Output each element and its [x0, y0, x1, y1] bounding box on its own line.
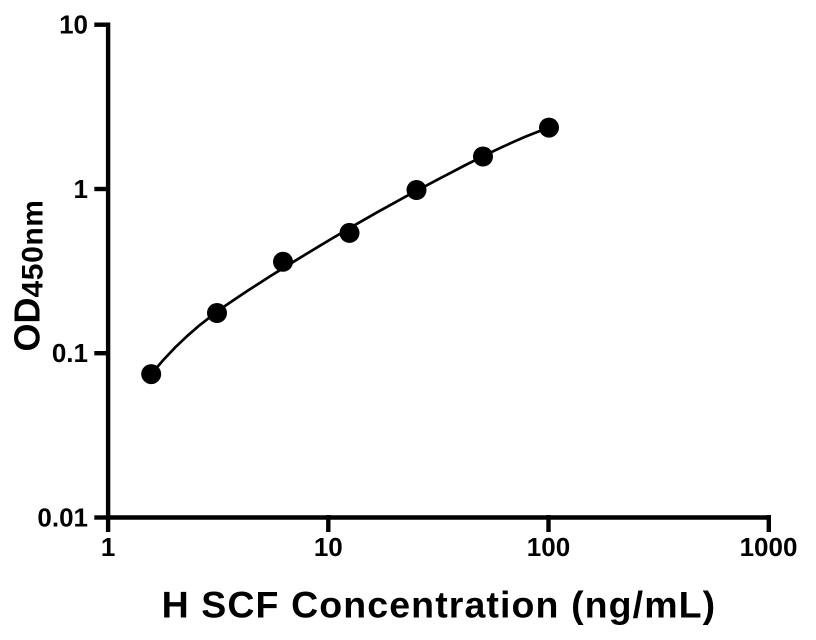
svg-text:0.01: 0.01	[37, 503, 88, 533]
svg-text:1000: 1000	[740, 532, 798, 562]
svg-text:H SCF Concentration (ng/mL): H SCF Concentration (ng/mL)	[162, 584, 717, 626]
svg-text:OD: OD	[6, 298, 47, 352]
svg-text:1: 1	[74, 174, 88, 204]
svg-text:450nm: 450nm	[17, 199, 50, 297]
svg-text:0.1: 0.1	[52, 338, 88, 368]
svg-text:10: 10	[314, 532, 343, 562]
svg-text:10: 10	[59, 10, 88, 40]
svg-text:1: 1	[101, 532, 115, 562]
svg-text:100: 100	[527, 532, 570, 562]
